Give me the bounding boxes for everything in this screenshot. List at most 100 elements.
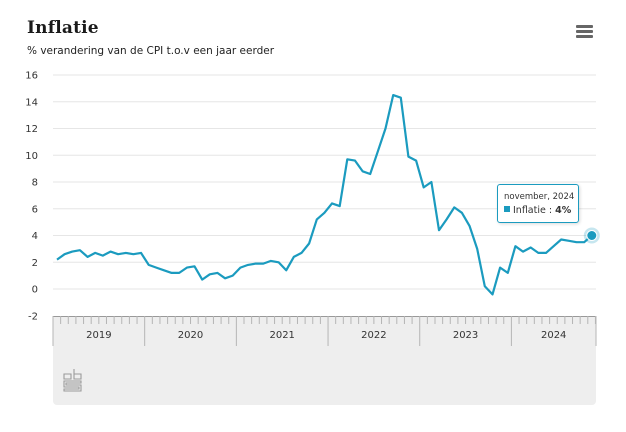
data-point[interactable] <box>543 250 549 256</box>
menu-bar <box>576 35 593 38</box>
data-point[interactable] <box>123 250 129 256</box>
data-point[interactable] <box>100 253 106 259</box>
data-point[interactable] <box>482 283 488 289</box>
y-tick-label: 10 <box>25 151 38 162</box>
series-line-inflatie[interactable] <box>56 93 593 296</box>
data-point[interactable] <box>77 247 83 253</box>
data-point[interactable] <box>62 251 68 257</box>
data-point[interactable] <box>558 237 564 243</box>
data-point[interactable] <box>375 148 381 154</box>
tooltip-series-swatch <box>504 206 510 212</box>
data-point[interactable] <box>428 179 434 185</box>
year-label: 2019 <box>86 330 111 341</box>
grid-lines <box>53 74 596 290</box>
data-point[interactable] <box>260 261 266 267</box>
y-tick-label: 6 <box>32 204 38 215</box>
y-tick-label: 0 <box>32 285 38 296</box>
data-point[interactable] <box>413 158 419 164</box>
data-point[interactable] <box>54 257 60 263</box>
data-point[interactable] <box>535 250 541 256</box>
data-point[interactable] <box>192 263 198 269</box>
data-point[interactable] <box>383 126 389 132</box>
data-point[interactable] <box>421 184 427 190</box>
data-point[interactable] <box>528 245 534 251</box>
year-label: 2024 <box>541 330 566 341</box>
data-point[interactable] <box>390 92 396 98</box>
tooltip: november, 2024 Inflatie : 4% <box>497 184 579 223</box>
data-point[interactable] <box>230 273 236 279</box>
data-point[interactable] <box>314 216 320 222</box>
y-tick-label: 2 <box>32 258 38 269</box>
data-point[interactable] <box>115 251 121 257</box>
data-point[interactable] <box>237 265 243 271</box>
data-point[interactable] <box>222 275 228 281</box>
data-point[interactable] <box>451 204 457 210</box>
data-point[interactable] <box>176 270 182 276</box>
data-point[interactable] <box>360 168 366 174</box>
tooltip-value: 4% <box>555 205 572 216</box>
data-point[interactable] <box>551 243 557 249</box>
year-label: 2022 <box>361 330 386 341</box>
y-tick-label: 12 <box>25 124 38 135</box>
data-point[interactable] <box>153 265 159 271</box>
data-point[interactable] <box>253 261 259 267</box>
data-point[interactable] <box>85 254 91 260</box>
data-point[interactable] <box>214 270 220 276</box>
data-point[interactable] <box>69 249 75 255</box>
data-point[interactable] <box>283 267 289 273</box>
data-point[interactable] <box>298 250 304 256</box>
data-point[interactable] <box>306 241 312 247</box>
data-point[interactable] <box>329 200 335 206</box>
data-point[interactable] <box>146 262 152 268</box>
data-point[interactable] <box>566 238 572 244</box>
data-point[interactable] <box>352 158 358 164</box>
data-point[interactable] <box>130 251 136 257</box>
data-point[interactable] <box>107 249 113 255</box>
data-point[interactable] <box>344 156 350 162</box>
data-point[interactable] <box>245 262 251 268</box>
data-point[interactable] <box>138 250 144 256</box>
data-point[interactable] <box>398 95 404 101</box>
y-tick-label: 14 <box>25 97 38 108</box>
tooltip-date: november, 2024 <box>504 192 575 202</box>
data-point[interactable] <box>367 171 373 177</box>
data-point[interactable] <box>92 250 98 256</box>
data-point[interactable] <box>268 258 274 264</box>
data-point[interactable] <box>436 227 442 233</box>
menu-bar <box>576 25 593 28</box>
tooltip-series-name: Inflatie <box>513 205 546 216</box>
data-point[interactable] <box>574 239 580 245</box>
y-axis-ticks: -2 0 2 4 6 8 10 12 14 16 <box>25 71 38 323</box>
data-point[interactable] <box>291 254 297 260</box>
data-point[interactable] <box>459 210 465 216</box>
data-point[interactable] <box>161 267 167 273</box>
data-point[interactable] <box>497 265 503 271</box>
data-point[interactable] <box>474 246 480 252</box>
tooltip-row: Inflatie : 4% <box>504 205 571 216</box>
menu-bar <box>576 30 593 33</box>
y-tick-label: 4 <box>32 231 38 242</box>
data-point[interactable] <box>337 203 343 209</box>
data-point[interactable] <box>207 271 213 277</box>
navigator-background[interactable] <box>53 316 596 405</box>
data-point[interactable] <box>505 270 511 276</box>
chart-subtitle: % verandering van de CPI t.o.v een jaar … <box>27 45 275 57</box>
y-tick-label: -2 <box>28 311 38 322</box>
data-point[interactable] <box>467 223 473 229</box>
highlight-point[interactable] <box>586 230 598 241</box>
hamburger-menu-icon[interactable] <box>576 25 593 39</box>
chart-title: Inflatie <box>27 18 99 38</box>
data-point[interactable] <box>199 277 205 283</box>
data-point[interactable] <box>169 270 175 276</box>
highlight-marker <box>583 227 600 244</box>
data-point[interactable] <box>512 243 518 249</box>
year-label: 2020 <box>178 330 203 341</box>
data-point[interactable] <box>520 249 526 255</box>
data-point[interactable] <box>184 265 190 271</box>
data-point[interactable] <box>321 210 327 216</box>
data-point[interactable] <box>405 154 411 160</box>
data-point[interactable] <box>444 216 450 222</box>
data-point[interactable] <box>489 291 495 297</box>
data-point[interactable] <box>276 259 282 265</box>
